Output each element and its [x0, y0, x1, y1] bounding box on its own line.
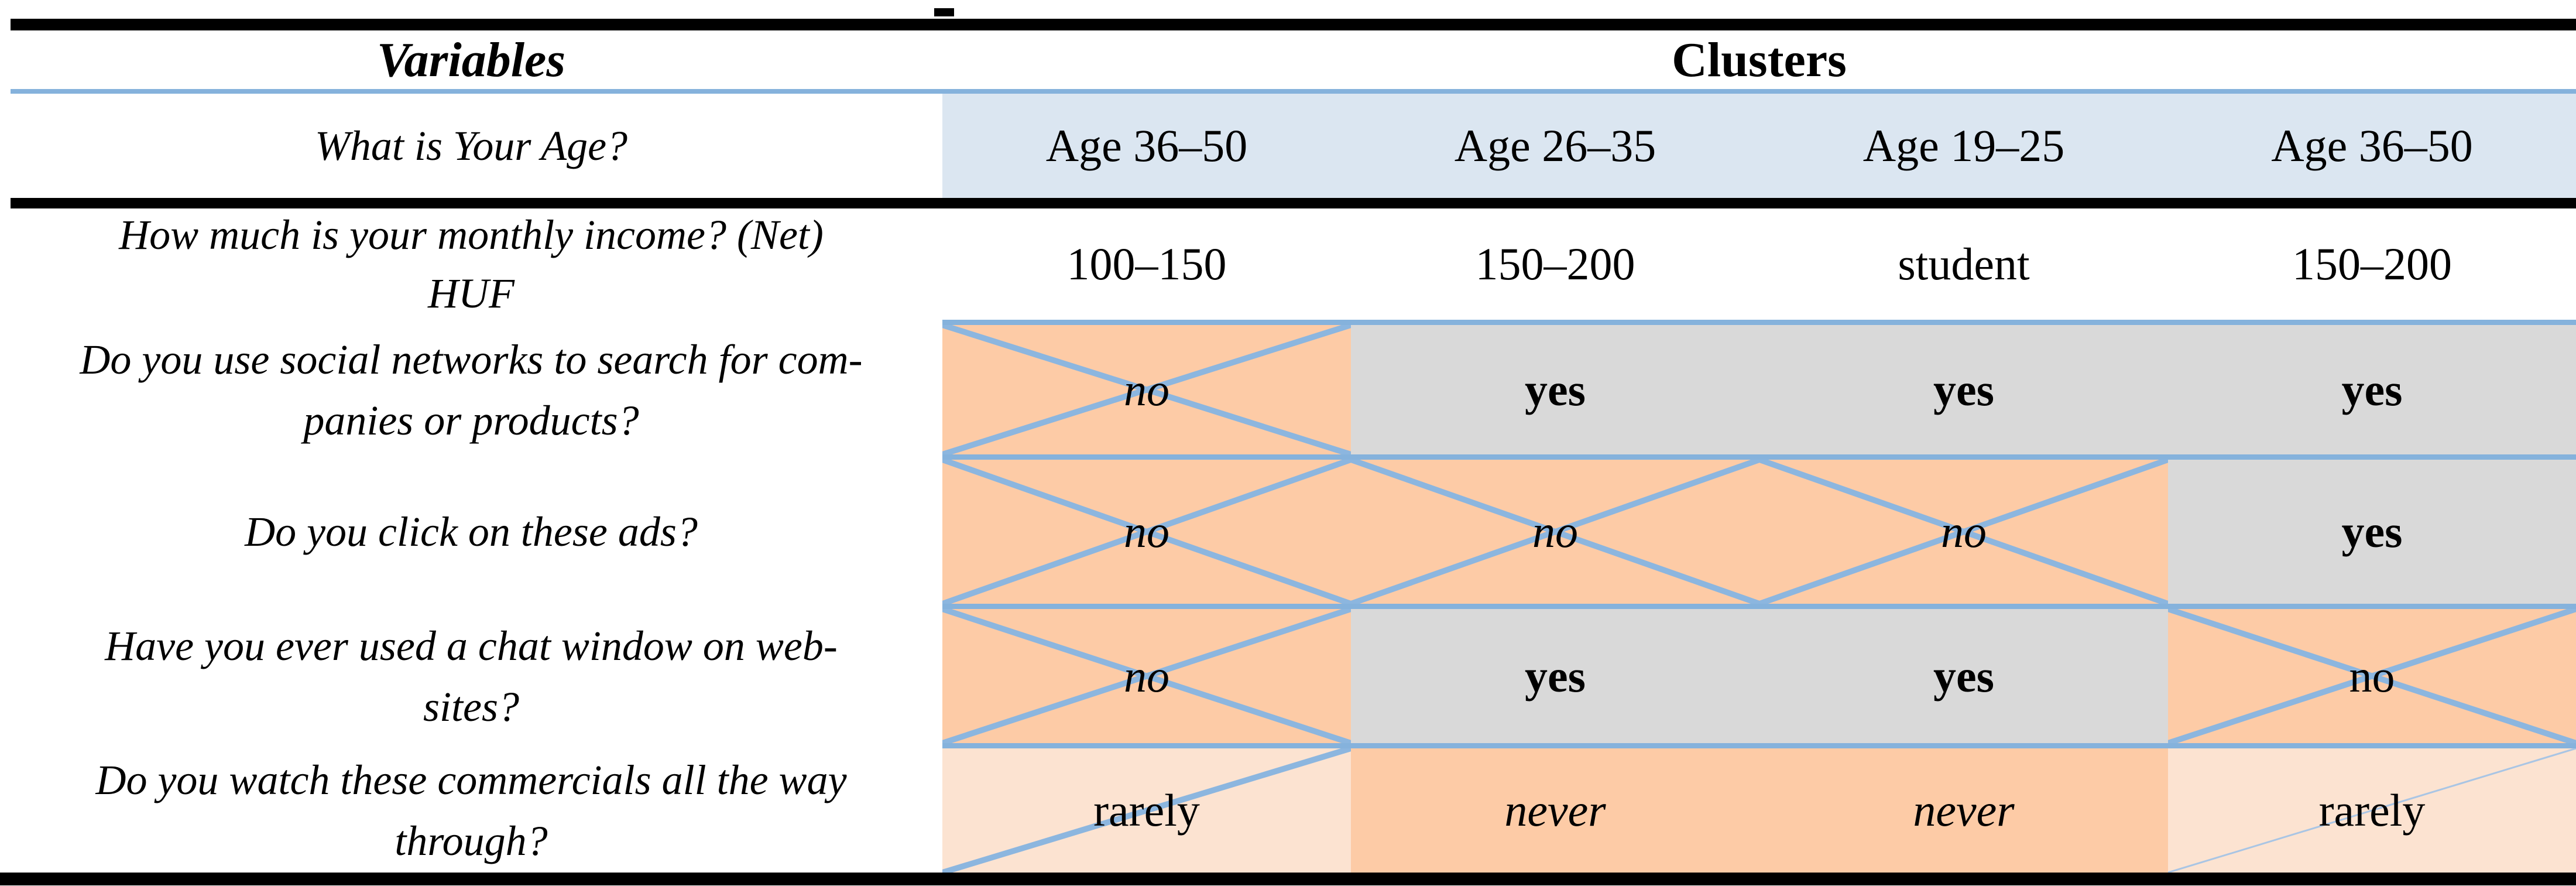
- x-mark-icon: [942, 325, 1351, 454]
- age-cluster-2: Age 26–35: [1351, 94, 1759, 198]
- income-answer-4: 150–200: [2168, 208, 2576, 320]
- ads-answer-4-value: yes: [2341, 506, 2403, 557]
- income-question-line1: How much is your monthly income? (Net): [119, 211, 824, 258]
- age-cluster-3: Age 19–25: [1759, 94, 2168, 198]
- table-bottom-border: [0, 873, 2576, 885]
- income-question-cell: How much is your monthly income? (Net) H…: [0, 208, 942, 320]
- commercials-answer-3: never: [1759, 748, 2168, 873]
- chat-answer-2-value: yes: [1525, 650, 1586, 702]
- x-mark-icon: [942, 460, 1351, 604]
- ads-answer-2-value: no: [1532, 506, 1578, 557]
- income-answer-1: 100–150: [942, 208, 1351, 320]
- income-answer-2-value: 150–200: [1475, 238, 1635, 289]
- commercials-answer-3-value: never: [1913, 785, 2015, 836]
- age-cluster-1: Age 36–50: [942, 94, 1351, 198]
- social-answer-4-value: yes: [2341, 364, 2403, 415]
- social-answer-1-crossed: no: [942, 325, 1351, 454]
- commercials-answer-2-value: never: [1504, 785, 1606, 836]
- thin-diagonal-mark-icon: [2168, 748, 2576, 873]
- ads-question-cell: Do you click on these ads?: [0, 460, 942, 604]
- data-divider-2: [942, 454, 2576, 460]
- income-answer-2: 150–200: [1351, 208, 1759, 320]
- age-cluster-4: Age 36–50: [2168, 94, 2576, 198]
- social-answer-2: yes: [1351, 325, 1759, 454]
- income-answer-3: student: [1759, 208, 2168, 320]
- age-cluster-3-value: Age 19–25: [1862, 120, 2065, 171]
- chat-answer-4-value: no: [2349, 650, 2395, 702]
- clusters-header: Clusters: [942, 30, 2576, 89]
- ads-answer-1-crossed: no: [942, 460, 1351, 604]
- ads-row: Do you click on these ads? no no no yes: [0, 460, 2576, 604]
- variables-label: Variables: [376, 32, 566, 87]
- x-mark-icon: [2168, 609, 2576, 743]
- commercials-answer-4-value: rarely: [2318, 785, 2426, 836]
- ads-answer-1-value: no: [1124, 506, 1169, 557]
- ads-answer-3-value: no: [1941, 506, 1987, 557]
- commercials-answer-2: never: [1351, 748, 1759, 873]
- chat-answer-3-value: yes: [1933, 650, 1994, 702]
- age-cluster-1-value: Age 36–50: [1045, 120, 1248, 171]
- ads-answer-4: yes: [2168, 460, 2576, 604]
- variables-header: Variables: [0, 30, 942, 89]
- ads-answer-3-crossed: no: [1759, 460, 2168, 604]
- commercials-answer-4: rarely: [2168, 748, 2576, 873]
- ads-answer-2-crossed: no: [1351, 460, 1759, 604]
- commercials-question-line2: through?: [395, 817, 548, 864]
- ads-question-line1: Do you click on these ads?: [245, 508, 698, 555]
- income-answer-1-value: 100–150: [1066, 238, 1227, 289]
- social-answer-3: yes: [1759, 325, 2168, 454]
- social-question-cell: Do you use social networks to search for…: [0, 325, 942, 454]
- social-row: Do you use social networks to search for…: [0, 325, 2576, 454]
- title-row: Variables Clusters: [0, 30, 2576, 89]
- social-answer-3-value: yes: [1933, 364, 1994, 415]
- social-question-line1: Do you use social networks to search for…: [80, 336, 863, 383]
- age-row-bottom-border: [11, 198, 2576, 208]
- commercials-answer-1-value: rarely: [1093, 785, 1200, 836]
- social-answer-4: yes: [2168, 325, 2576, 454]
- age-question-cell: What is Your Age?: [0, 94, 942, 198]
- commercials-row: Do you watch these commercials all the w…: [0, 748, 2576, 873]
- age-row: What is Your Age? Age 36–50 Age 26–35 Ag…: [0, 94, 2576, 198]
- income-row: How much is your monthly income? (Net) H…: [0, 208, 2576, 320]
- table-top-border: [11, 19, 2576, 30]
- x-mark-icon: [1351, 460, 1759, 604]
- x-mark-icon: [942, 609, 1351, 743]
- age-question-label: What is Your Age?: [314, 122, 628, 169]
- header-divider-line: [11, 89, 2576, 94]
- social-answer-1-value: no: [1124, 364, 1169, 415]
- clusters-label: Clusters: [1672, 32, 1847, 87]
- commercials-question-cell: Do you watch these commercials all the w…: [0, 748, 942, 873]
- commercials-answer-1: rarely: [942, 748, 1351, 873]
- chat-answer-1-crossed: no: [942, 609, 1351, 743]
- chat-answer-1-value: no: [1124, 650, 1169, 702]
- chat-answer-4-crossed: no: [2168, 609, 2576, 743]
- social-answer-2-value: yes: [1525, 364, 1586, 415]
- data-divider-1: [942, 320, 2576, 325]
- chat-answer-3: yes: [1759, 609, 2168, 743]
- income-answer-4-value: 150–200: [2292, 238, 2452, 289]
- social-question-line2: panies or products?: [303, 396, 639, 444]
- income-question-line2: HUF: [428, 270, 514, 317]
- chat-row: Have you ever used a chat window on web-…: [0, 609, 2576, 743]
- income-answer-3-value: student: [1898, 238, 2030, 289]
- commercials-question-line1: Do you watch these commercials all the w…: [95, 757, 847, 803]
- chat-answer-2: yes: [1351, 609, 1759, 743]
- x-mark-icon: [1759, 460, 2168, 604]
- data-divider-3: [942, 604, 2576, 609]
- scan-artifact-mark: [934, 8, 954, 16]
- chat-question-line2: sites?: [423, 683, 519, 730]
- age-cluster-2-value: Age 26–35: [1454, 120, 1656, 171]
- age-cluster-4-value: Age 36–50: [2271, 120, 2473, 171]
- chat-question-cell: Have you ever used a chat window on web-…: [0, 609, 942, 743]
- chat-question-line1: Have you ever used a chat window on web-: [105, 622, 838, 669]
- data-divider-4: [942, 743, 2576, 748]
- diagonal-mark-icon: [942, 748, 1351, 873]
